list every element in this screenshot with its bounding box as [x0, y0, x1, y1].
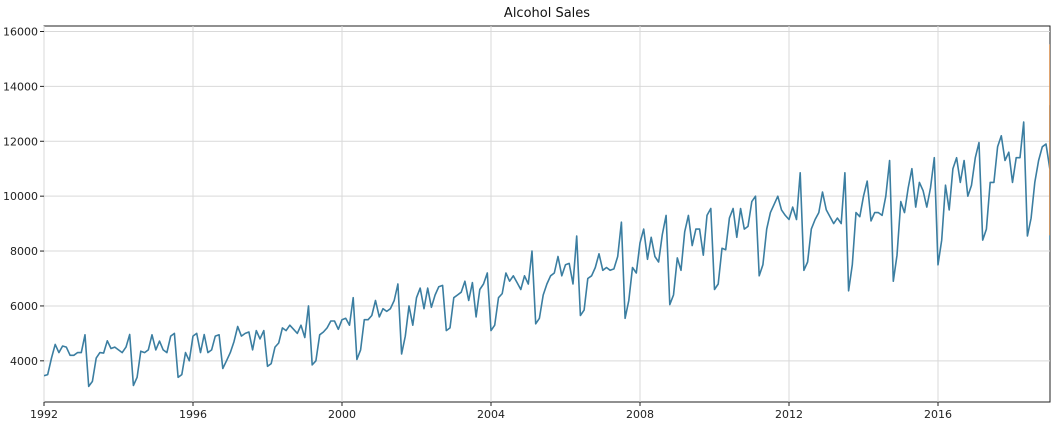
y-tick-label: 16000: [3, 25, 38, 38]
y-tick-label: 4000: [10, 355, 38, 368]
y-axis-ticks: 4000 6000 8000 10000 12000 14000 16000: [3, 25, 44, 368]
x-tick-label: 1992: [30, 408, 58, 421]
x-tick-label: 2008: [626, 408, 654, 421]
y-tick-label: 10000: [3, 190, 38, 203]
plot-area: [43, 25, 1051, 403]
y-tick-label: 12000: [3, 135, 38, 148]
x-tick-label: 2000: [328, 408, 356, 421]
x-tick-label: 2004: [477, 408, 505, 421]
grid-lines: [43, 26, 1050, 402]
x-tick-label: 1996: [179, 408, 207, 421]
x-tick-label: 2012: [775, 408, 803, 421]
x-tick-label: 2016: [924, 408, 952, 421]
series-line-1: [44, 104, 1050, 388]
series-lines: [44, 44, 1050, 388]
y-tick-label: 14000: [3, 80, 38, 93]
x-axis-ticks: 1992 1996 2000 2004 2008 2012 2016: [30, 402, 952, 421]
y-tick-label: 6000: [10, 300, 38, 313]
y-tick-label: 8000: [10, 245, 38, 258]
chart-title: Alcohol Sales: [504, 6, 590, 21]
